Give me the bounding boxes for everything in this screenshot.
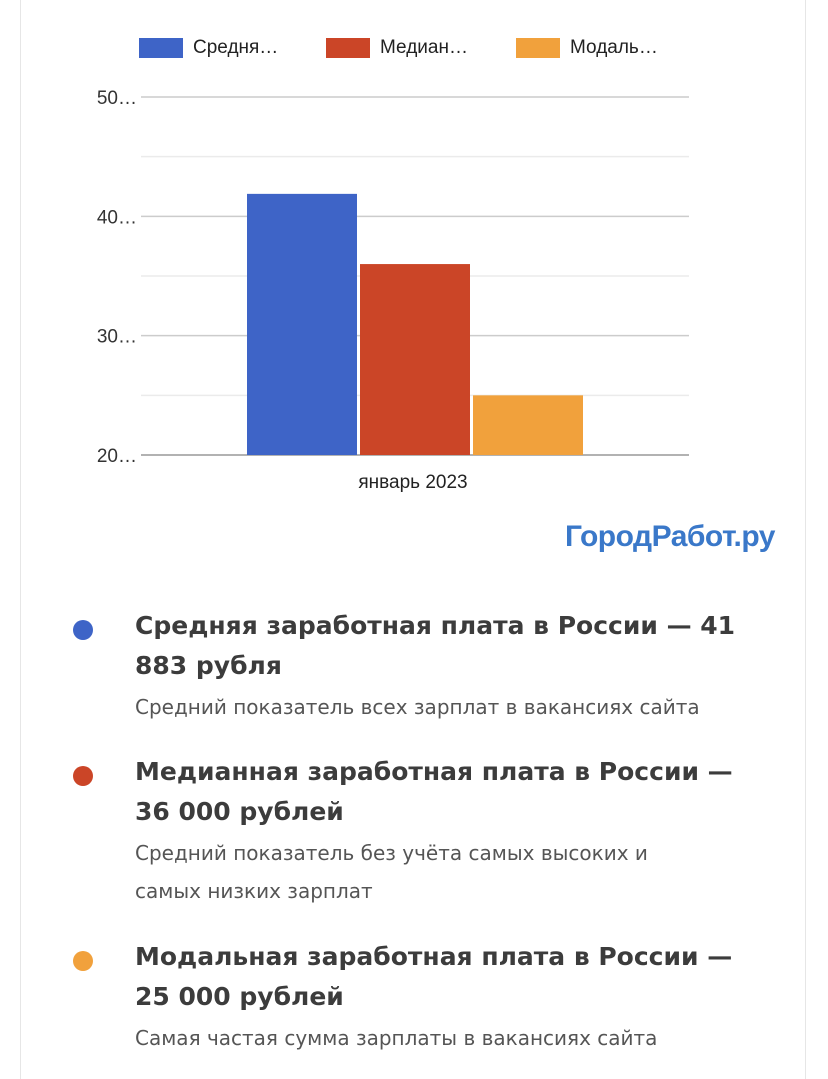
salary-bar-chart: 20… 30… 40… 50… январь 2023 xyxy=(97,88,689,493)
legend-label-mode: Модаль… xyxy=(570,37,658,58)
info-title-mode: Модальная заработная плата в России — 25… xyxy=(135,937,732,1017)
mode-dot-icon xyxy=(73,951,93,971)
info-desc-mode: Самая частая сумма зарплаты в вакансиях … xyxy=(135,1019,732,1057)
info-item-average: Средняя заработная плата в России — 41 8… xyxy=(21,606,775,726)
chart-legend: Средня… Медиан… Модаль… xyxy=(21,36,805,60)
info-title-median-line-1: Медианная заработная плата в России — xyxy=(135,757,733,786)
legend-label-median: Медиан… xyxy=(380,37,468,58)
average-dot-icon xyxy=(73,620,93,640)
legend-item-median[interactable]: Медиан… xyxy=(326,36,468,60)
info-title-average-line-1: Средняя заработная плата в России — 41 xyxy=(135,611,736,640)
bar-median-salary[interactable] xyxy=(360,264,470,455)
legend-swatch-median xyxy=(326,38,370,58)
info-desc-median-line-2: самых низких зарплат xyxy=(135,879,373,903)
legend-label-average: Средня… xyxy=(193,37,279,58)
bar-mode-salary[interactable] xyxy=(473,395,583,455)
y-tick-label: 50… xyxy=(97,88,137,109)
info-title-median: Медианная заработная плата в России — 36… xyxy=(135,752,733,832)
legend-swatch-average xyxy=(139,38,183,58)
legend-swatch-mode xyxy=(516,38,560,58)
salary-card: Средня… Медиан… Модаль… 20… 30… 40… 50… янв… xyxy=(20,0,806,1079)
y-tick-label: 30… xyxy=(97,327,137,348)
info-title-median-line-2: 36 000 рублей xyxy=(135,797,344,826)
legend-item-mode[interactable]: Модаль… xyxy=(516,36,658,60)
info-desc-median-line-1: Средний показатель без учёта самых высок… xyxy=(135,841,648,865)
info-desc-mode-line-1: Самая частая сумма зарплаты в вакансиях … xyxy=(135,1026,658,1050)
info-title-average-line-2: 883 рубля xyxy=(135,651,282,680)
info-item-median: Медианная заработная плата в России — 36… xyxy=(21,752,773,910)
y-tick-label: 40… xyxy=(97,207,137,228)
info-desc-median: Средний показатель без учёта самых высок… xyxy=(135,834,733,910)
chart-y-ticks: 20… 30… 40… 50… xyxy=(97,88,137,467)
legend-item-average[interactable]: Средня… xyxy=(139,36,278,60)
info-title-average: Средняя заработная плата в России — 41 8… xyxy=(135,606,735,686)
info-item-mode: Модальная заработная плата в России — 25… xyxy=(21,937,772,1057)
info-title-mode-line-1: Модальная заработная плата в России — xyxy=(135,942,733,971)
info-title-mode-line-2: 25 000 рублей xyxy=(135,982,344,1011)
median-dot-icon xyxy=(73,766,93,786)
y-tick-label: 20… xyxy=(97,446,137,467)
x-axis-category-label: январь 2023 xyxy=(358,472,467,493)
bar-average-salary[interactable] xyxy=(247,193,357,456)
info-desc-average-line-1: Средний показатель всех зарплат в ваканс… xyxy=(135,695,700,719)
site-watermark-logo: ГородРабот.ру xyxy=(564,520,776,553)
info-desc-average: Средний показатель всех зарплат в ваканс… xyxy=(135,688,735,726)
chart-bars xyxy=(247,193,583,456)
